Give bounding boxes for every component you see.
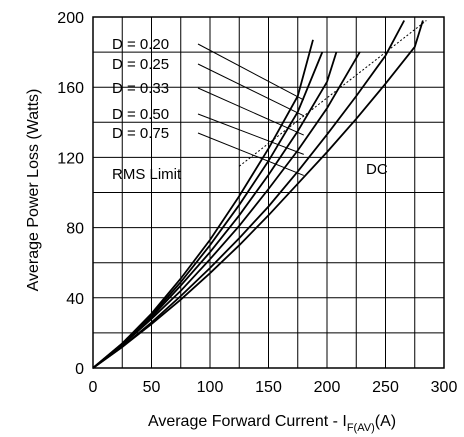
series-leader-line <box>197 63 304 117</box>
y-tick-label: 0 <box>75 361 84 378</box>
y-tick-label: 40 <box>66 291 84 308</box>
series-leader-line <box>197 87 304 136</box>
x-tick-label: 100 <box>197 379 224 396</box>
plot-frame <box>92 16 445 369</box>
curve-d-0-33 <box>92 51 338 369</box>
x-tick-label: 300 <box>431 379 458 396</box>
curve-d-0-75 <box>92 20 405 369</box>
rms-limit-annotation: RMS Limit <box>112 166 182 183</box>
x-axis-label: Average Forward Current - IF(AV)(A) <box>148 413 396 434</box>
x-tick-label: 250 <box>372 379 399 396</box>
x-axis-label-subscript: F(AV) <box>347 422 375 434</box>
x-tick-label: 200 <box>314 379 341 396</box>
dc-annotation: DC <box>366 161 388 178</box>
x-tick-label: 50 <box>143 379 161 396</box>
tick-labels: 0 50 100 150 200 250 300 0 40 80 120 160 200 <box>57 10 457 396</box>
y-tick-label: 160 <box>57 80 84 97</box>
series-leader-line <box>197 43 304 101</box>
series-label: D = 0.75 <box>112 125 169 142</box>
series-labels: D = 0.20 D = 0.25 D = 0.33 D = 0.50 D = 0.75 <box>112 36 304 176</box>
series-label: D = 0.33 <box>112 80 169 97</box>
curve-dc <box>92 20 424 369</box>
y-axis-label: Average Power Loss (Watts) <box>25 89 42 292</box>
series-label: D = 0.50 <box>112 106 169 123</box>
y-tick-label: 120 <box>57 150 84 167</box>
y-tick-label: 80 <box>66 221 84 238</box>
rms-limit-line <box>238 20 427 167</box>
series-label: D = 0.25 <box>112 56 169 73</box>
x-axis-label-main: Average Forward Current - I <box>148 413 347 430</box>
x-tick-label: 0 <box>89 379 98 396</box>
series-label: D = 0.20 <box>112 36 169 53</box>
series-leader-line <box>197 113 304 155</box>
series-leader-line <box>197 132 304 176</box>
x-tick-label: 150 <box>255 379 282 396</box>
x-axis-label-unit: (A) <box>375 413 396 430</box>
curve-d-0-50 <box>92 51 361 369</box>
curves <box>92 20 427 369</box>
curve-d-0-25 <box>92 51 324 369</box>
y-tick-label: 200 <box>57 10 84 27</box>
